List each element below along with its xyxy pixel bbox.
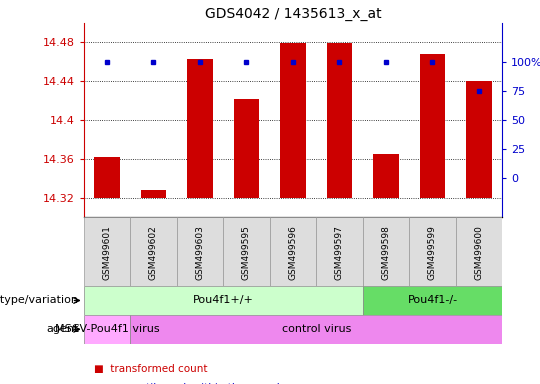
Text: GSM499599: GSM499599 xyxy=(428,225,437,280)
Text: GSM499601: GSM499601 xyxy=(103,225,111,280)
Text: GSM499603: GSM499603 xyxy=(195,225,205,280)
Bar xyxy=(409,217,456,286)
Text: GSM499595: GSM499595 xyxy=(242,225,251,280)
Text: GSM499598: GSM499598 xyxy=(381,225,390,280)
Text: Pou4f1+/+: Pou4f1+/+ xyxy=(193,295,254,306)
Bar xyxy=(223,217,269,286)
Bar xyxy=(269,217,316,286)
Bar xyxy=(187,59,213,197)
Text: control virus: control virus xyxy=(281,324,351,334)
Bar xyxy=(84,286,363,315)
Bar xyxy=(140,190,166,197)
Bar xyxy=(130,217,177,286)
Bar xyxy=(327,43,352,197)
Text: ■  percentile rank within the sample: ■ percentile rank within the sample xyxy=(94,383,287,384)
Bar xyxy=(130,315,502,344)
Text: agent: agent xyxy=(46,324,78,334)
Bar xyxy=(420,54,446,197)
Bar xyxy=(177,217,223,286)
Text: genotype/variation: genotype/variation xyxy=(0,295,78,306)
Text: GSM499600: GSM499600 xyxy=(475,225,483,280)
Bar xyxy=(316,217,363,286)
Bar xyxy=(373,154,399,197)
Bar xyxy=(94,157,120,197)
Text: GSM499597: GSM499597 xyxy=(335,225,344,280)
Text: ■  transformed count: ■ transformed count xyxy=(94,364,208,374)
Bar xyxy=(363,217,409,286)
Text: Pou4f1-/-: Pou4f1-/- xyxy=(407,295,457,306)
Bar xyxy=(466,81,492,197)
Bar xyxy=(456,217,502,286)
Bar xyxy=(363,286,502,315)
Text: GSM499596: GSM499596 xyxy=(288,225,298,280)
Bar xyxy=(234,99,259,197)
Bar xyxy=(84,315,130,344)
Bar xyxy=(84,217,130,286)
Title: GDS4042 / 1435613_x_at: GDS4042 / 1435613_x_at xyxy=(205,7,381,21)
Text: MSCV-Pou4f1 virus: MSCV-Pou4f1 virus xyxy=(55,324,159,334)
Text: GSM499602: GSM499602 xyxy=(149,225,158,280)
Bar xyxy=(280,43,306,197)
